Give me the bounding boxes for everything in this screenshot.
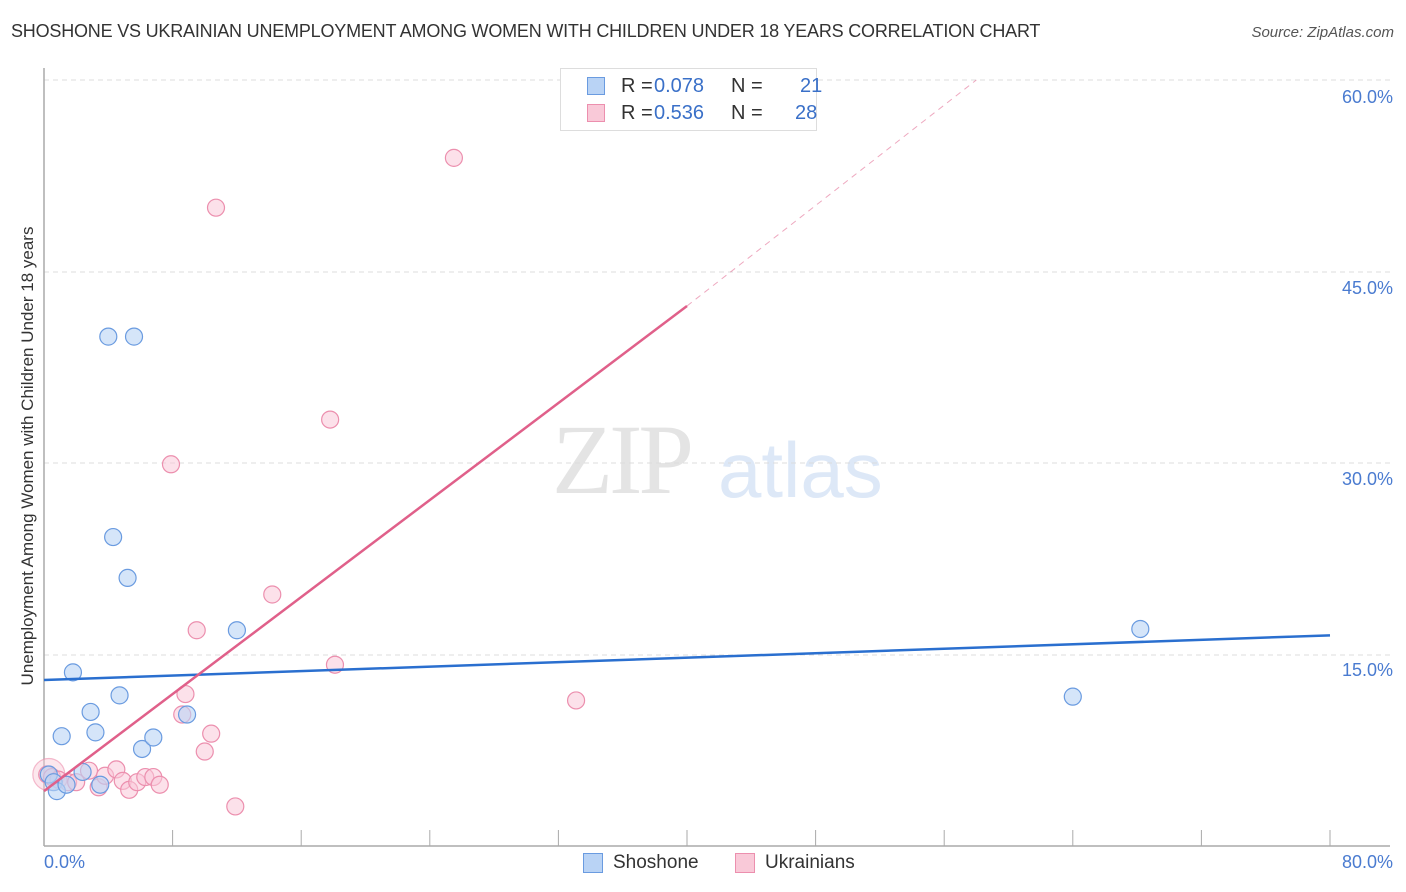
data-point <box>99 327 118 346</box>
data-point <box>104 527 123 547</box>
watermark-atlas: atlas <box>718 426 883 514</box>
data-point <box>52 727 71 746</box>
ukrainians-points <box>32 148 586 816</box>
data-point <box>81 702 100 722</box>
data-point <box>321 410 340 429</box>
legend-label: Shoshone <box>613 852 699 873</box>
data-point <box>144 728 163 747</box>
ukrainians-swatch-icon <box>587 104 605 122</box>
data-point <box>206 198 226 217</box>
source-credit: Source: ZipAtlas.com <box>1251 24 1394 41</box>
data-point <box>1131 619 1150 639</box>
x-tick-max: 80.0% <box>1341 852 1393 872</box>
r-value: 0.078 <box>654 75 705 97</box>
data-point <box>124 327 144 346</box>
data-point <box>132 739 152 759</box>
data-point <box>195 742 214 761</box>
n-label: N = <box>731 75 763 97</box>
data-point <box>187 621 206 640</box>
shoshone-swatch-icon <box>583 853 603 873</box>
data-point <box>226 797 245 816</box>
y-tick-30: 30.0% <box>1341 469 1393 489</box>
correlation-legend: R = 0.078 N = 21 R = 0.536 N = 28 <box>560 68 822 131</box>
shoshone-points <box>39 327 1150 801</box>
data-point <box>57 775 76 794</box>
y-tick-15: 15.0% <box>1341 660 1393 680</box>
legend-label: Ukrainians <box>765 852 855 873</box>
data-point <box>161 455 181 474</box>
r-value: 0.536 <box>654 102 705 124</box>
watermark-zip: ZIP <box>552 404 694 515</box>
data-point <box>202 724 221 743</box>
data-point <box>177 705 197 724</box>
n-label: N = <box>731 102 763 124</box>
shoshone-swatch-icon <box>587 77 605 95</box>
r-label: R = <box>621 102 653 124</box>
x-tick-min: 0.0% <box>44 852 86 872</box>
data-point <box>227 621 246 640</box>
y-tick-60: 60.0% <box>1341 87 1393 107</box>
trend-lines <box>43 79 1331 793</box>
data-point <box>118 568 137 588</box>
data-point <box>150 775 169 794</box>
data-point <box>263 585 282 604</box>
y-tick-45: 45.0% <box>1341 278 1393 298</box>
data-point <box>63 663 83 682</box>
n-value: 21 <box>800 75 823 97</box>
n-value: 28 <box>795 102 818 124</box>
axes-lines <box>43 68 1390 847</box>
r-label: R = <box>621 75 653 97</box>
data-point <box>444 148 464 167</box>
ukrainians-swatch-icon <box>735 853 755 873</box>
data-point <box>91 775 110 794</box>
shoshone-trend-line <box>43 634 1331 682</box>
gridlines <box>44 79 1390 656</box>
data-point <box>1063 687 1082 706</box>
x-axis-ticks <box>43 830 1331 846</box>
data-point <box>110 686 129 705</box>
data-point <box>86 723 105 742</box>
ukrainians-trend-line <box>43 304 688 793</box>
chart-title: SHOSHONE VS UKRAINIAN UNEMPLOYMENT AMONG… <box>11 21 1041 41</box>
data-point <box>566 691 586 710</box>
